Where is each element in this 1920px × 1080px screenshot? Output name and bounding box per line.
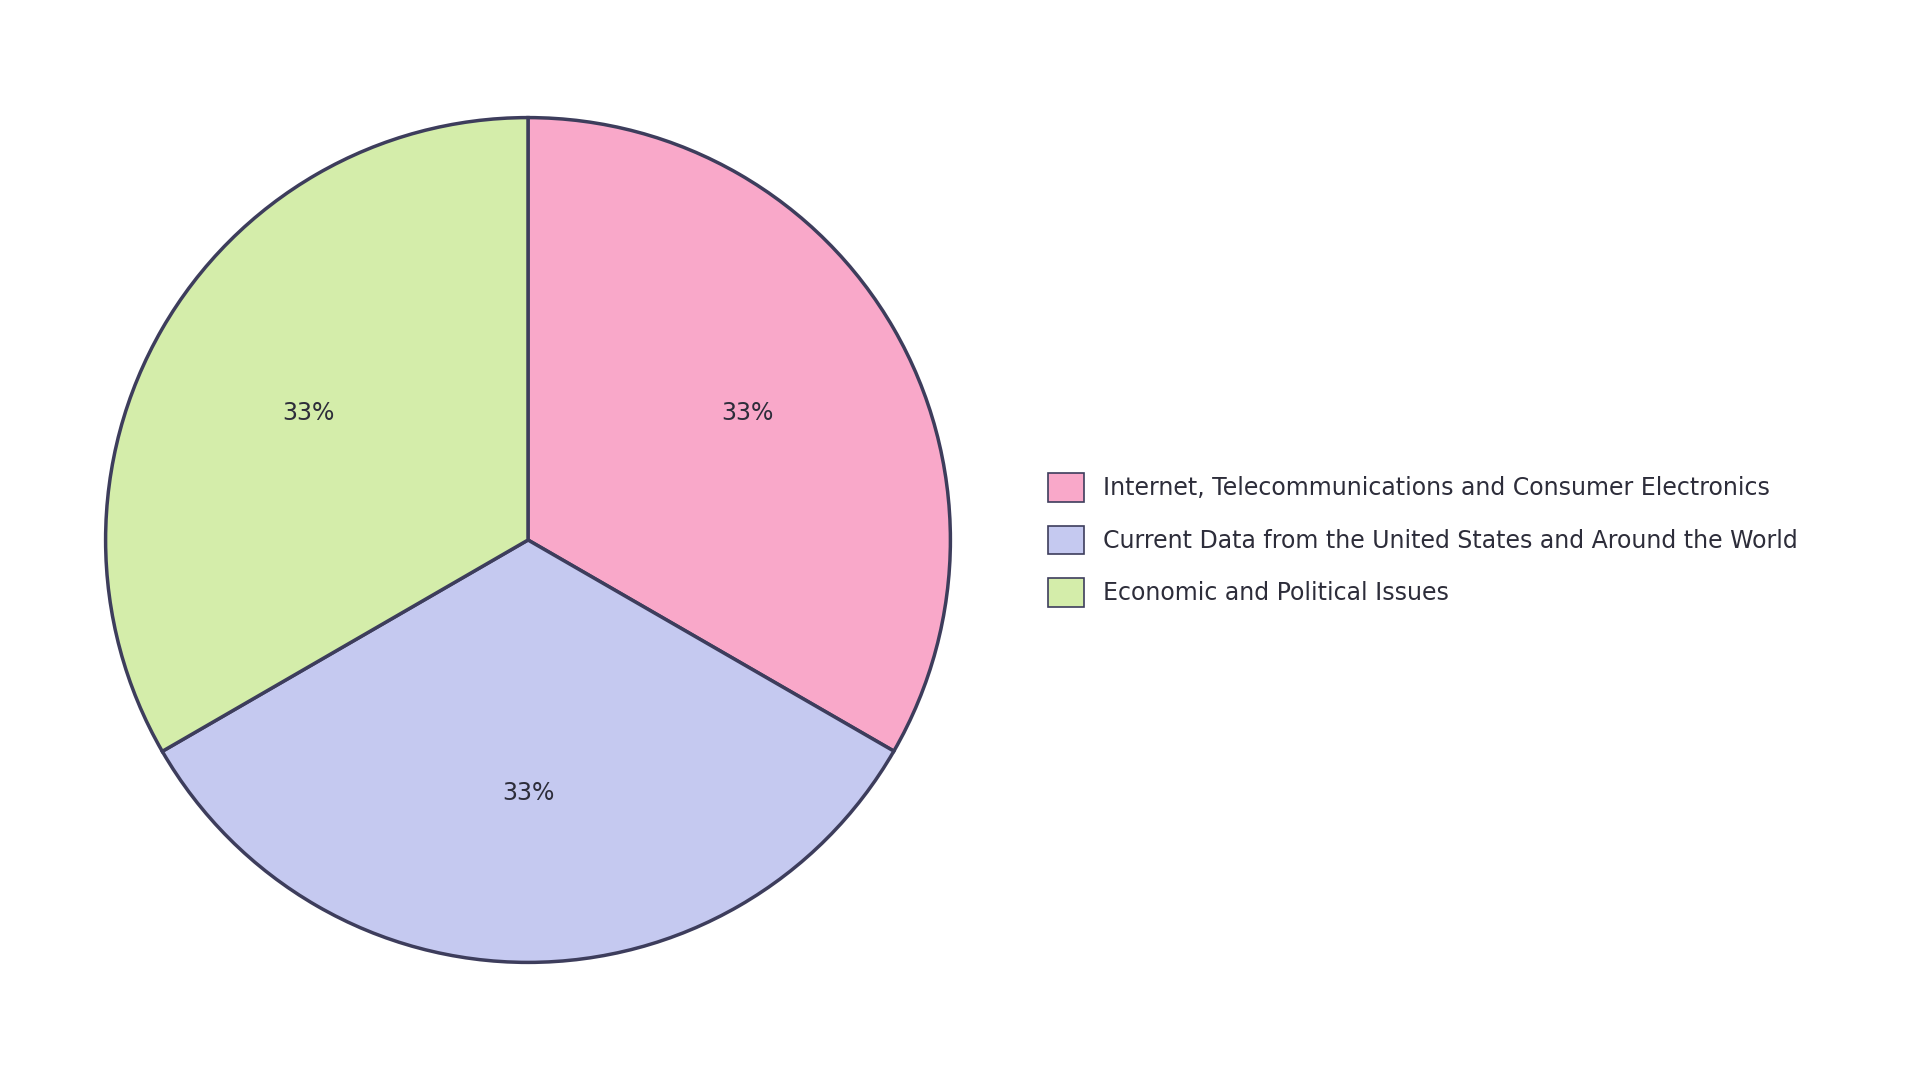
Wedge shape <box>106 118 528 752</box>
Text: 33%: 33% <box>722 402 774 426</box>
Text: 33%: 33% <box>501 782 555 806</box>
Legend: Internet, Telecommunications and Consumer Electronics, Current Data from the Uni: Internet, Telecommunications and Consume… <box>1025 449 1820 631</box>
Wedge shape <box>528 118 950 751</box>
Text: 33%: 33% <box>282 402 334 426</box>
Wedge shape <box>163 540 895 962</box>
